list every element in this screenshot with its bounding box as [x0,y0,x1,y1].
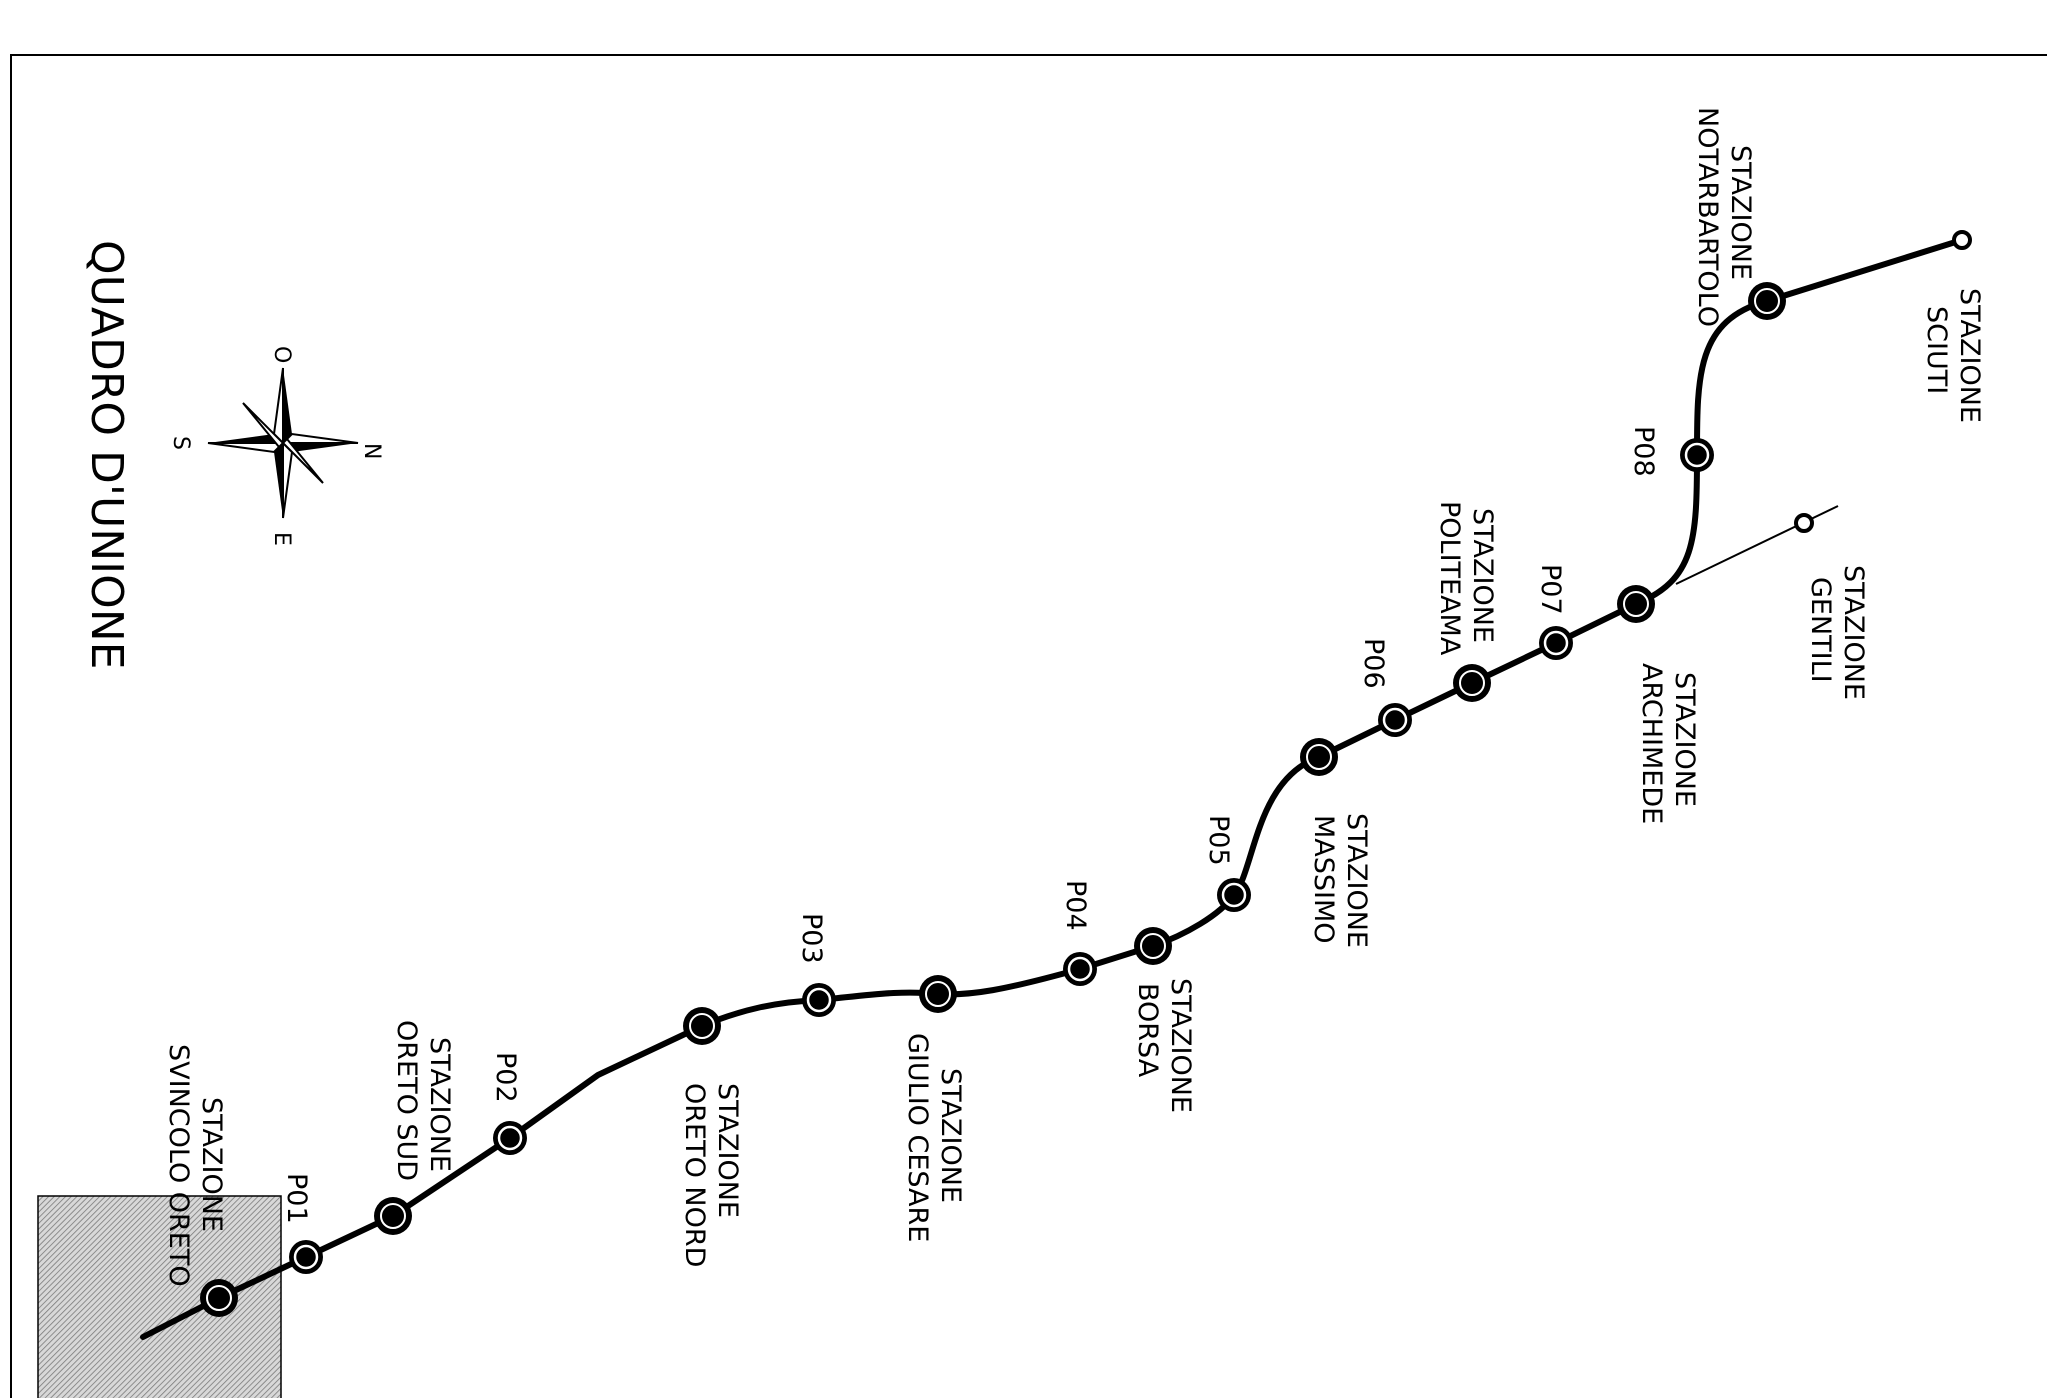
compass-label-s: S [168,436,193,450]
station-label-massimo: STAZIONE MASSIMO [1308,813,1372,948]
station-label-borsa: STAZIONE BORSA [1132,978,1196,1113]
station-label-giulio-cesare: STAZIONE GIULIO CESARE [902,1033,966,1242]
station-marker-oreto-sud[interactable] [374,1197,412,1235]
svg-text:POLITEAMA: POLITEAMA [1434,501,1465,656]
station-label-oreto-sud: STAZIONE ORETO SUD [391,1020,455,1181]
station-marker-massimo[interactable] [1300,738,1338,776]
svg-text:STAZIONE: STAZIONE [1725,145,1756,280]
map-title: QUADRO D'UNIONE [81,240,132,669]
svg-text:STAZIONE: STAZIONE [1838,565,1869,700]
shaft-marker-p07[interactable] [1539,626,1573,660]
svg-text:STAZIONE: STAZIONE [1669,672,1700,807]
svg-text:ORETO SUD: ORETO SUD [391,1020,422,1181]
station-marker-borsa[interactable] [1134,927,1172,965]
svg-text:STAZIONE: STAZIONE [196,1097,227,1232]
station-marker-svincolo-oreto[interactable] [200,1279,238,1317]
shaft-marker-p02[interactable] [493,1121,527,1155]
svg-text:MASSIMO: MASSIMO [1308,815,1339,944]
terminal-marker-sciuti[interactable] [1952,230,1972,250]
station-label-sciuti: STAZIONE SCIUTI [1921,288,1985,423]
svg-text:SVINCOLO ORETO: SVINCOLO ORETO [163,1044,194,1287]
svg-text:GIULIO CESARE: GIULIO CESARE [902,1033,933,1242]
station-marker-giulio-cesare[interactable] [919,975,957,1013]
station-label-svincolo-oreto: STAZIONE SVINCOLO ORETO [163,1044,227,1287]
svg-text:STAZIONE: STAZIONE [1165,978,1196,1113]
terminal-marker-gentili[interactable] [1794,513,1814,533]
shaft-label-p01: P01 [281,1173,312,1224]
station-label-oreto-nord: STAZIONE ORETO NORD [679,1083,743,1267]
compass-label-n: N [359,443,384,459]
station-marker-politeama[interactable] [1453,664,1491,702]
shaft-label-p07: P07 [1535,564,1566,615]
station-marker-archimede[interactable] [1617,585,1655,623]
station-marker-oreto-nord[interactable] [683,1007,721,1045]
shaft-marker-p01[interactable] [289,1240,323,1274]
shaft-marker-p06[interactable] [1378,703,1412,737]
map-frame [10,54,2047,1398]
svg-text:STAZIONE: STAZIONE [1341,813,1372,948]
shaft-marker-p03[interactable] [802,983,836,1017]
shaft-label-p03: P03 [796,913,827,964]
shaft-label-p02: P02 [490,1052,521,1103]
svg-text:STAZIONE: STAZIONE [935,1068,966,1203]
shaft-label-p08: P08 [1628,426,1659,477]
svg-text:SCIUTI: SCIUTI [1921,306,1952,394]
branch-line-gentili [1675,505,1839,585]
svg-text:STAZIONE: STAZIONE [424,1037,455,1172]
svg-text:BORSA: BORSA [1132,983,1163,1078]
shaft-label-p04: P04 [1060,880,1091,931]
station-label-archimede: STAZIONE ARCHIMEDE [1636,663,1700,824]
svg-text:STAZIONE: STAZIONE [1467,508,1498,643]
svg-text:GENTILI: GENTILI [1805,577,1836,683]
hatched-area[interactable] [37,1195,282,1398]
svg-text:STAZIONE: STAZIONE [712,1083,743,1218]
svg-text:NOTARBARTOLO: NOTARBARTOLO [1692,107,1723,327]
compass-rose-icon [207,367,359,519]
compass-label-o: O [269,346,294,363]
station-label-politeama: STAZIONE POLITEAMA [1434,501,1498,656]
shaft-label-p06: P06 [1358,638,1389,689]
station-label-gentili: STAZIONE GENTILI [1805,565,1869,700]
shaft-marker-p05[interactable] [1217,878,1251,912]
station-label-notarbartolo: STAZIONE NOTARBARTOLO [1692,107,1756,327]
shaft-marker-p08[interactable] [1680,438,1714,472]
station-marker-notarbartolo[interactable] [1748,282,1786,320]
svg-text:ORETO NORD: ORETO NORD [679,1083,710,1267]
svg-text:ARCHIMEDE: ARCHIMEDE [1636,663,1667,824]
compass-label-e: E [269,532,294,546]
svg-text:STAZIONE: STAZIONE [1954,288,1985,423]
shaft-label-p05: P05 [1203,815,1234,866]
shaft-marker-p04[interactable] [1063,952,1097,986]
